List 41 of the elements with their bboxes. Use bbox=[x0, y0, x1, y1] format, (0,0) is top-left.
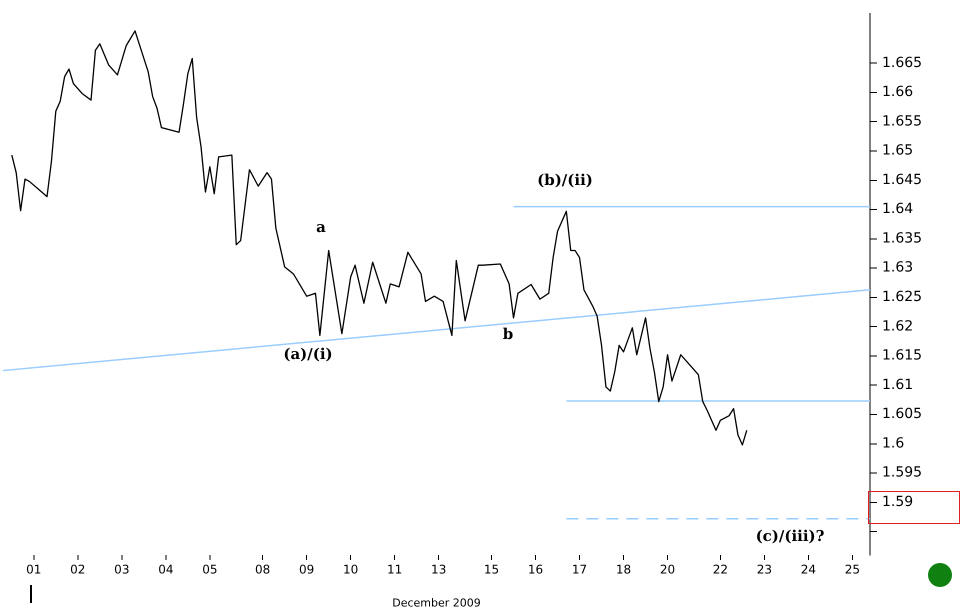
x-tick-label: 18 bbox=[616, 562, 632, 576]
x-tick-label: 24 bbox=[800, 562, 816, 576]
y-tick-label: 1.635 bbox=[882, 230, 922, 246]
x-axis-title: December 2009 bbox=[392, 596, 481, 610]
annotation: (c)/(iii)? bbox=[756, 526, 825, 545]
y-tick-label: 1.645 bbox=[882, 172, 922, 188]
x-tick-label: 20 bbox=[660, 562, 676, 576]
x-tick-label: 05 bbox=[202, 562, 218, 576]
x-tick-label: 02 bbox=[70, 562, 86, 576]
y-tick-label: 1.63 bbox=[882, 260, 914, 276]
y-tick-label: 1.64 bbox=[882, 201, 914, 218]
y-tick-label: 1.65 bbox=[882, 142, 914, 159]
x-tick-label: 01 bbox=[26, 562, 42, 576]
x-tick-label: 08 bbox=[255, 562, 270, 576]
x-tick-label: 15 bbox=[484, 562, 500, 576]
annotation: b bbox=[502, 324, 514, 343]
y-tick-label: 1.59 bbox=[882, 494, 914, 510]
x-tick-label: 13 bbox=[431, 562, 446, 576]
x-tick-label: 04 bbox=[158, 562, 174, 576]
y-tick-label: 1.625 bbox=[882, 289, 922, 306]
annotation: (b)/(ii) bbox=[537, 170, 593, 189]
x-tick-label: 09 bbox=[299, 562, 314, 576]
y-tick-label: 1.605 bbox=[882, 406, 922, 422]
x-tick-label: 11 bbox=[387, 562, 402, 576]
annotation: a bbox=[316, 218, 326, 236]
x-tick-label: 22 bbox=[712, 562, 728, 576]
y-tick-label: 1.6 bbox=[882, 435, 904, 452]
y-tick-label: 1.61 bbox=[882, 376, 914, 393]
y-tick-label: 1.66 bbox=[882, 84, 914, 100]
y-tick-label: 1.615 bbox=[882, 348, 922, 364]
x-tick-label: 25 bbox=[844, 562, 860, 576]
annotation: (a)/(i) bbox=[283, 344, 333, 363]
y-tick-label: 1.655 bbox=[882, 113, 922, 130]
x-tick-label: 03 bbox=[114, 562, 130, 576]
y-tick-label: 1.62 bbox=[882, 318, 914, 334]
y-tick-label: 1.665 bbox=[882, 54, 922, 71]
x-tick-label: 17 bbox=[572, 562, 588, 576]
x-tick-label: 10 bbox=[343, 562, 358, 576]
y-tick-label: 1.595 bbox=[882, 464, 922, 481]
x-tick-label: 16 bbox=[528, 562, 544, 576]
x-tick-label: 23 bbox=[756, 562, 772, 576]
